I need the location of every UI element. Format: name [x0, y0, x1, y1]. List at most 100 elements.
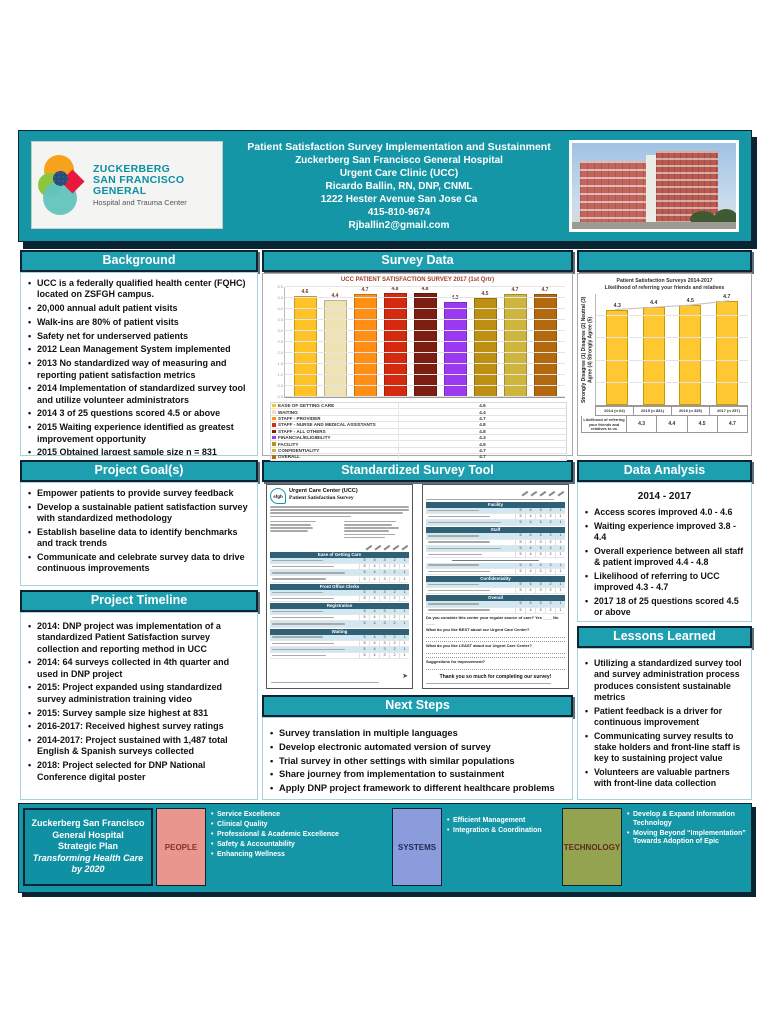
rating-cell: 3	[379, 557, 389, 563]
chart2-subtitle: Likelihood of referring your friends and…	[604, 284, 725, 291]
bullet-item: 2013 No standardized way of measuring an…	[26, 358, 252, 381]
rating-header-row	[270, 542, 409, 551]
rating-cell: 3	[379, 634, 389, 640]
answer-dotted-line	[426, 633, 565, 638]
rating-cell: 1	[399, 576, 409, 582]
rating-cell: 1	[555, 539, 565, 545]
section-title-lessons-learned: Lessons Learned	[577, 626, 752, 648]
rating-cell: 4	[525, 552, 535, 557]
rating-cell: 5	[515, 520, 525, 526]
rating-cell: 3	[379, 589, 389, 595]
rating-header-cell	[400, 544, 409, 551]
rating-cell: 2	[545, 568, 555, 574]
section-title-project-timeline: Project Timeline	[20, 590, 258, 612]
strategic-plan-item: Professional & Academic Excellence	[210, 831, 388, 840]
placeholder-text-line	[426, 498, 554, 501]
placeholder-text-line	[272, 572, 346, 574]
rating-header-cell	[364, 544, 373, 551]
placeholder-text-line	[343, 533, 395, 536]
bullet-text: 20,000 annual adult patient visits	[37, 303, 178, 314]
bullet-text: 2016-2017: Received highest survey ratin…	[37, 721, 224, 732]
rating-header-cell	[373, 544, 382, 551]
rating-cell: 2	[545, 520, 555, 526]
bullet-text: Communicating survey results to stake ho…	[594, 730, 741, 764]
gridline	[596, 359, 748, 361]
rating-cell: 5	[359, 557, 369, 563]
placeholder-text-line	[428, 515, 491, 518]
bar-value-label: 4.4	[650, 300, 658, 307]
rating-cell: 2	[545, 507, 555, 513]
logo-navy-circle	[53, 171, 68, 186]
strategic-plan-item: Integration & Coordination	[446, 827, 558, 836]
bullet-item: 2014: DNP project was implementation of …	[26, 621, 252, 655]
legend-value: 4.7	[398, 415, 566, 421]
rating-cell: 3	[379, 609, 389, 615]
open-ended-question: Suggestions for improvement?	[426, 659, 486, 665]
rating-header-cell	[391, 544, 400, 551]
x-axis-category: 2016 (n 335)	[672, 406, 710, 416]
placeholder-text-line	[270, 523, 311, 526]
rating-header-cell	[538, 490, 547, 497]
rating-cell: 5	[359, 570, 369, 576]
rating-cell: 1	[399, 570, 409, 576]
rating-cell: 4	[525, 520, 535, 526]
placeholder-text-line	[272, 597, 335, 600]
legend-swatch	[272, 403, 276, 408]
placeholder-text-line	[428, 553, 483, 556]
legend-row: OVERALL 4.7	[271, 454, 566, 461]
bar-value-label: 4.8	[421, 286, 429, 292]
form-clinic-name: Urgent Care Center (UCC)	[289, 488, 358, 494]
bullet-item: 20,000 annual adult patient visits	[26, 303, 252, 315]
section-title-data-analysis: Data Analysis	[577, 460, 752, 482]
strategic-plan-item-text: Professional & Academic Excellence	[217, 831, 339, 839]
rating-cell: 1	[555, 533, 565, 539]
rating-cell: 3	[535, 562, 545, 568]
placeholder-text-line	[428, 535, 479, 537]
survey-form-page-1: sfgh Urgent Care Center (UCC) Patient Sati…	[266, 484, 413, 689]
placeholder-text-line	[428, 603, 479, 605]
rating-cell: 2	[389, 640, 399, 646]
data-table-value: 4.3	[627, 416, 658, 433]
data-table-value: 4.5	[687, 416, 718, 433]
rating-cell: 4	[525, 507, 535, 513]
rating-cell: 3	[379, 647, 389, 653]
chart2-plot-area: 4.3 4.4 4.5 4.7	[595, 294, 748, 406]
legend-row: STAFF - PROVIDER 4.7	[271, 415, 566, 423]
rating-cell: 2	[545, 552, 555, 557]
rating-cell: 2	[389, 564, 399, 570]
rating-cell: 4	[369, 615, 379, 621]
bullet-text: Likelihood of referring to UCC improved …	[594, 570, 720, 593]
bullet-text: 2018: Project selected for DNP National …	[37, 760, 206, 782]
rating-cell: 2	[389, 634, 399, 640]
placeholder-text-line	[428, 522, 502, 524]
y-axis-tick: 2.5	[277, 339, 283, 344]
poster-header: ZUCKERBERG SAN FRANCISCO GENERAL Hospita…	[18, 130, 752, 242]
rating-cell: 4	[525, 588, 535, 594]
form-section-header: Waiting	[270, 628, 409, 635]
bullet-text: Volunteers are valuable partners with fr…	[594, 767, 730, 789]
rating-cell: 1	[555, 607, 565, 613]
legend-label: STAFF - NURSE AND MEDICAL ASSISTANTS	[278, 422, 376, 428]
poster-title-line: Urgent Care Clinic (UCC)	[339, 167, 459, 179]
bullet-item: 2017 18 of 25 questions scored 4.5 or ab…	[583, 596, 746, 619]
rating-cell: 5	[359, 564, 369, 570]
section-title-right-spacer	[577, 250, 752, 272]
bullet-item: 2014: 64 surveys collected in 4th quarte…	[26, 657, 252, 680]
chart2-title: Patient Satisfaction Surveys 2014-2017	[616, 278, 713, 284]
rating-cell: 5	[515, 514, 525, 520]
rating-cell: 5	[515, 568, 525, 574]
legend-value: 4.8	[398, 428, 566, 434]
legend-row: CONFIDENTIALITY 4.7	[271, 447, 566, 455]
rating-cell: 5	[359, 647, 369, 653]
placeholder-text-line	[270, 530, 308, 532]
bullet-text: 2015 Waiting experience identified as gr…	[37, 422, 234, 444]
photo-building-left	[580, 161, 650, 229]
gridline	[285, 352, 565, 353]
rating-cell: 1	[555, 545, 565, 551]
placeholder-text-line	[272, 642, 335, 645]
